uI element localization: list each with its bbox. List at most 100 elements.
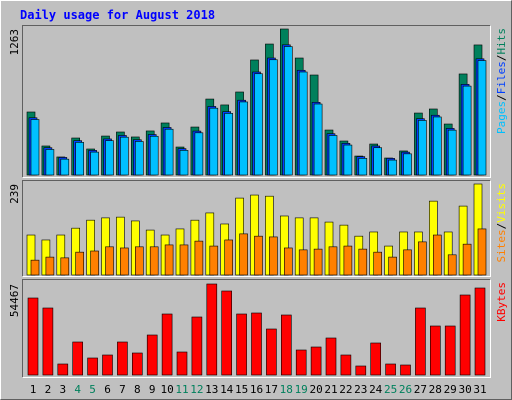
bar (429, 325, 441, 376)
bar (72, 341, 83, 376)
bar (60, 158, 70, 176)
panel-bevel-dark (22, 180, 491, 277)
x-tick-label: 9 (149, 383, 156, 396)
panel-bevel-light (22, 279, 491, 378)
bar (403, 249, 412, 276)
bar (209, 245, 219, 276)
bar (254, 235, 263, 276)
bar (298, 249, 308, 276)
bar (388, 159, 397, 176)
bar (343, 144, 353, 176)
bar (295, 349, 307, 376)
legend-entry: Files (495, 61, 508, 94)
bar (75, 142, 84, 176)
panel-bevel-dark (22, 279, 491, 378)
legend-entry: Sites (495, 229, 508, 262)
x-tick-label: 16 (250, 383, 263, 396)
bar (432, 234, 442, 276)
bar (209, 107, 219, 176)
bar (313, 248, 323, 276)
y-tick-label: 1263 (8, 29, 21, 56)
bar (30, 119, 40, 176)
x-tick-label: 31 (473, 383, 486, 396)
x-tick-label: 5 (89, 383, 96, 396)
bar (415, 307, 426, 376)
bar (179, 244, 189, 276)
bar (132, 352, 143, 376)
bar (176, 351, 188, 376)
bar (313, 103, 323, 176)
x-tick-label: 21 (324, 383, 337, 396)
bar (269, 236, 278, 276)
bar (149, 135, 159, 176)
bar (355, 365, 367, 376)
bar (328, 135, 338, 176)
bar (146, 334, 158, 376)
x-tick-label: 17 (265, 383, 278, 396)
x-tick-label: 10 (160, 383, 173, 396)
x-tick-label: 29 (444, 383, 457, 396)
legend: Sites/Visits (495, 183, 508, 263)
bar (251, 312, 262, 376)
bar (179, 150, 189, 176)
x-tick-label: 14 (220, 383, 234, 396)
bar (224, 239, 233, 276)
x-tick-label: 12 (190, 383, 203, 396)
x-tick-label: 27 (414, 383, 427, 396)
panel-bevel-light (22, 25, 491, 178)
y-tick-label: 239 (8, 184, 21, 204)
bar (75, 251, 84, 276)
x-tick-label: 1 (30, 383, 37, 396)
bar (328, 246, 338, 276)
legend-separator: / (495, 55, 508, 62)
x-tick-label: 2 (45, 383, 52, 396)
legend-entry: KBytes (495, 282, 508, 322)
bar (87, 357, 98, 376)
x-tick-label: 18 (280, 383, 293, 396)
bar (358, 158, 368, 176)
bar (221, 290, 232, 376)
bar (254, 73, 263, 176)
bar (149, 246, 159, 276)
bar (194, 132, 204, 176)
bar (280, 314, 292, 376)
bar (340, 354, 352, 376)
bar (403, 153, 412, 176)
bar (206, 283, 218, 376)
bar (373, 147, 383, 176)
bar (135, 141, 144, 176)
bar (239, 233, 248, 276)
x-tick-label: 7 (119, 383, 126, 396)
bar (266, 328, 277, 376)
bar (283, 247, 293, 276)
x-tick-label: 26 (399, 383, 412, 396)
x-tick-label: 6 (104, 383, 111, 396)
bar (373, 251, 383, 276)
bar (477, 228, 487, 276)
legend-entry: Visits (495, 183, 508, 223)
panel-bevel-light (22, 180, 491, 277)
bar (325, 337, 337, 376)
legend-entry: Hits (495, 28, 508, 55)
x-tick-label: 23 (354, 383, 367, 396)
bar (27, 297, 39, 376)
bar (418, 241, 427, 276)
bar (117, 341, 128, 376)
bar (400, 364, 411, 376)
x-tick-label: 3 (59, 383, 66, 396)
bar (236, 313, 247, 376)
bar (462, 243, 472, 276)
x-tick-label: 30 (458, 383, 471, 396)
bar (388, 256, 397, 276)
x-tick-label: 13 (205, 383, 218, 396)
bar (45, 149, 55, 176)
bar (343, 245, 353, 276)
x-tick-label: 24 (369, 383, 383, 396)
bar (239, 101, 248, 176)
legend-separator: / (495, 223, 508, 230)
chart-title: Daily usage for August 2018 (20, 8, 215, 22)
x-tick-label: 15 (235, 383, 248, 396)
bar (224, 113, 233, 176)
